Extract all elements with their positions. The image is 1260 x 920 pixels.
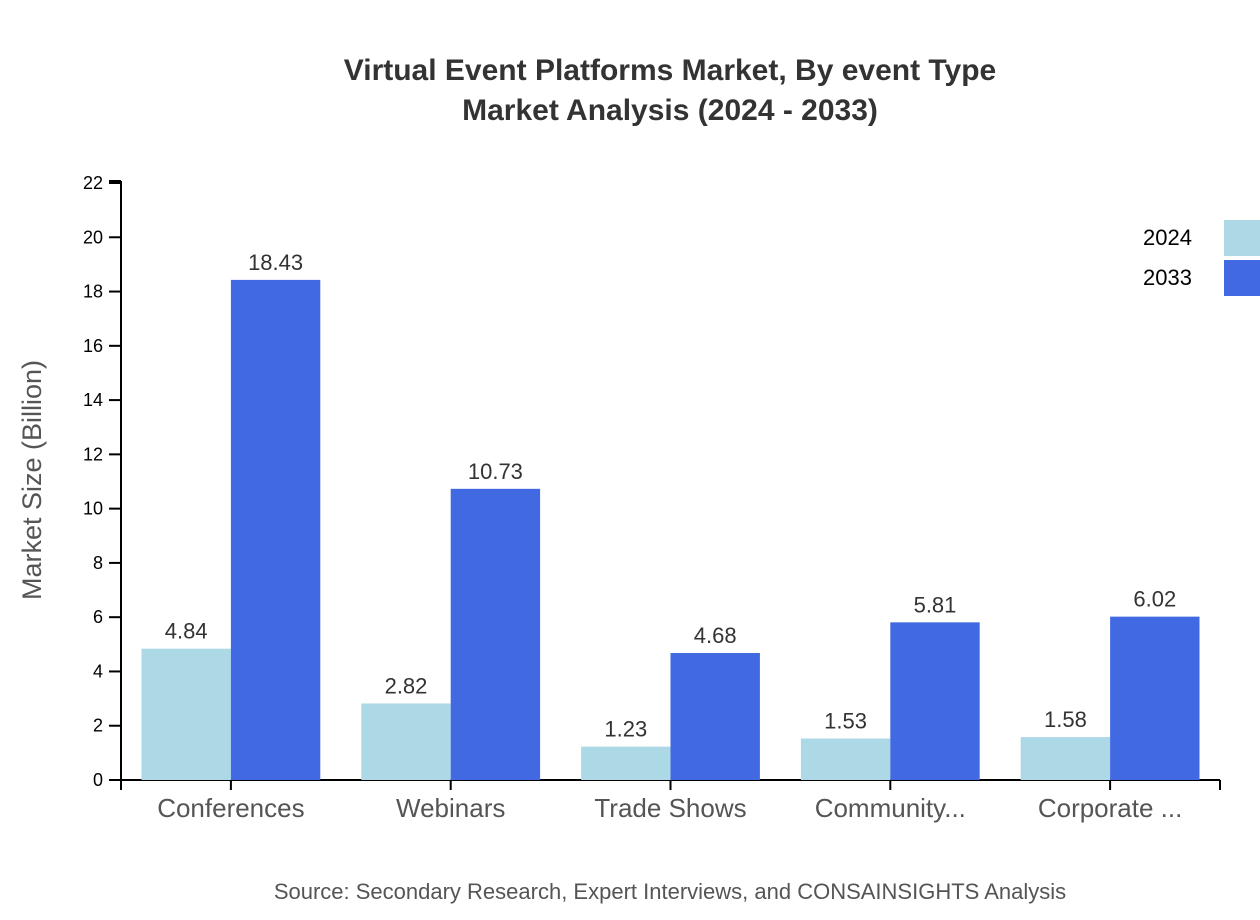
- legend-label: 2033: [1143, 265, 1192, 290]
- bar-2024[interactable]: [800, 738, 891, 780]
- bar-2024[interactable]: [581, 746, 671, 780]
- y-axis-title: Market Size (Billion): [17, 360, 47, 600]
- y-tick-label: 2: [93, 716, 103, 736]
- bars-group: 4.84 18.43 2.82 10.73 1.23 4.68 1.53 5.81 1.58 6.…: [141, 250, 1200, 780]
- y-tick-label: 16: [83, 336, 103, 356]
- y-tick-label: 22: [83, 173, 103, 193]
- legend-label: 2024: [1143, 225, 1192, 250]
- bar-value-label: 6.02: [1133, 587, 1176, 612]
- chart-title-line2: Market Analysis (2024 - 2033): [462, 94, 878, 127]
- y-tick-label: 8: [93, 553, 103, 573]
- y-tick-label: 12: [83, 444, 103, 464]
- y-tick-label: 0: [93, 770, 103, 790]
- bar-2033[interactable]: [670, 653, 760, 780]
- bar-2024[interactable]: [1020, 737, 1111, 780]
- bar-value-label: 4.84: [165, 619, 208, 644]
- bar-2033[interactable]: [890, 622, 980, 780]
- bar-value-label: 1.53: [824, 708, 867, 733]
- x-axis: Conferences Webinars Trade Shows Community.…: [120, 779, 1221, 823]
- bar-2033[interactable]: [450, 488, 541, 780]
- x-tick-label: Conferences: [157, 793, 304, 823]
- bar-2024[interactable]: [141, 648, 231, 780]
- y-tick-label: 4: [93, 661, 103, 681]
- y-axis: 0 2 4 6 8 10 12 14 16 18 20 22: [83, 173, 122, 790]
- bar-value-label: 2.82: [385, 673, 428, 698]
- bar-value-label: 1.23: [604, 717, 647, 742]
- bar-value-label: 10.73: [468, 459, 523, 484]
- source-note: Source: Secondary Research, Expert Inter…: [274, 879, 1066, 904]
- y-tick-label: 14: [83, 390, 103, 410]
- y-tick-label: 6: [93, 607, 103, 627]
- bar-2033[interactable]: [1110, 616, 1200, 780]
- legend: 2024 2033: [1143, 220, 1260, 296]
- x-tick-label: Webinars: [396, 793, 505, 823]
- y-tick-label: 10: [83, 499, 103, 519]
- bar-value-label: 1.58: [1044, 707, 1087, 732]
- bar-value-label: 4.68: [694, 623, 737, 648]
- bar-value-label: 18.43: [248, 250, 303, 275]
- x-tick-label: Trade Shows: [594, 793, 746, 823]
- x-tick-label: Community...: [815, 793, 966, 823]
- bar-value-label: 5.81: [914, 592, 957, 617]
- bar-2024[interactable]: [361, 703, 451, 780]
- legend-swatch-2024: [1224, 220, 1260, 256]
- x-tick-label: Corporate ...: [1038, 793, 1183, 823]
- y-tick-label: 18: [83, 282, 103, 302]
- chart-title-line1: Virtual Event Platforms Market, By event…: [344, 54, 996, 87]
- legend-swatch-2033: [1224, 260, 1260, 296]
- y-tick-label: 20: [83, 227, 103, 247]
- bar-2033[interactable]: [230, 279, 321, 780]
